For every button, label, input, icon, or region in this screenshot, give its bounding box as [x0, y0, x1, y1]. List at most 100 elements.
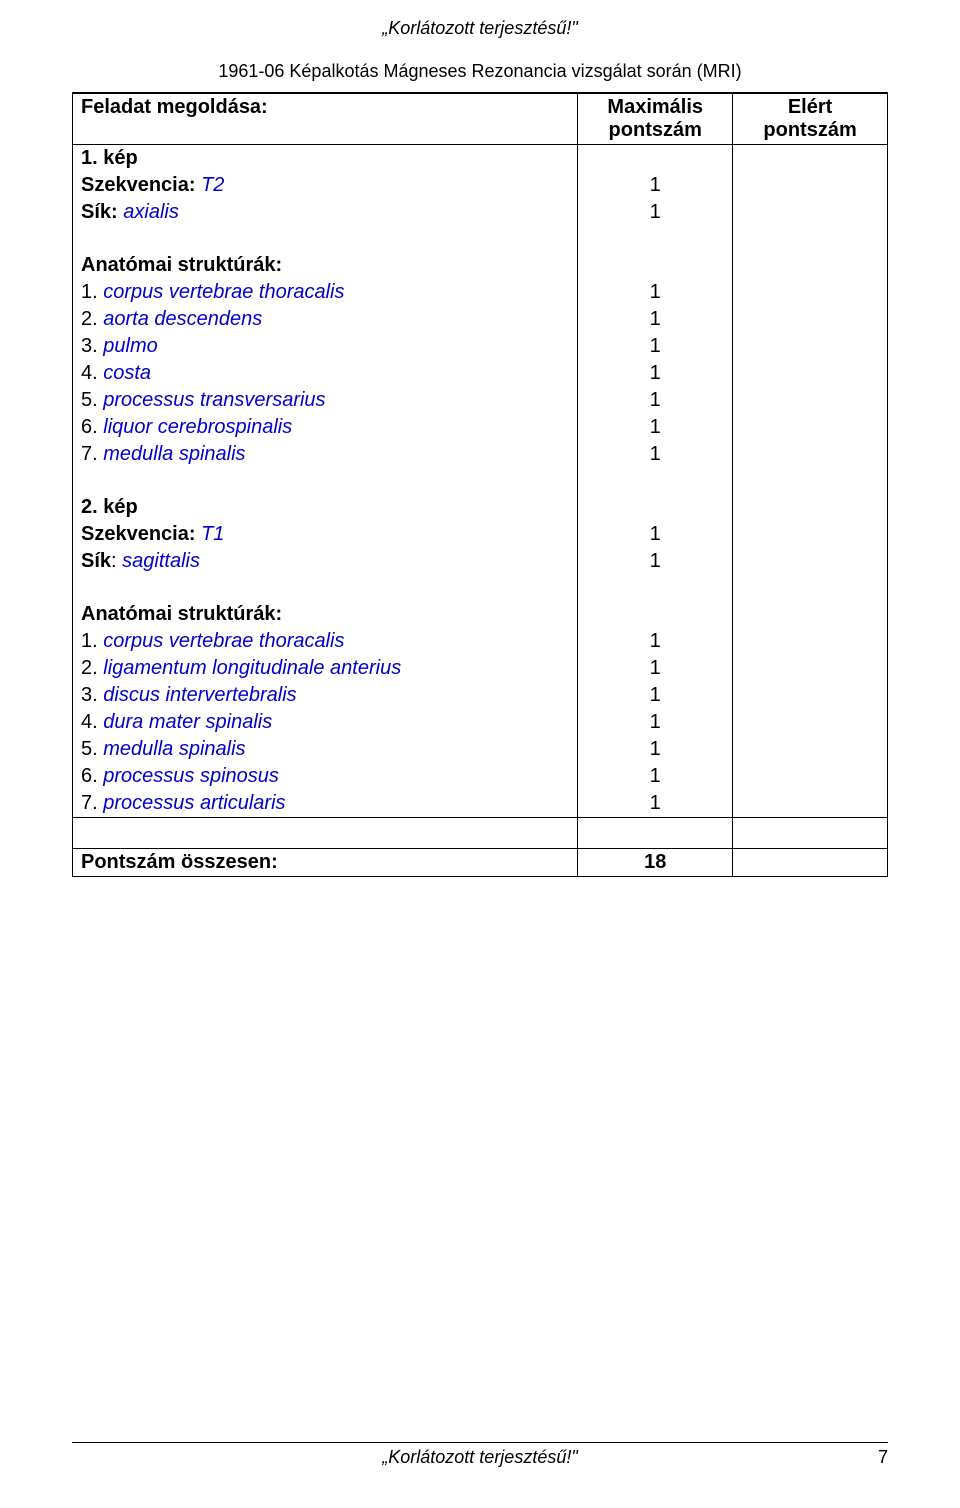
row-prefix: 5. [81, 738, 103, 760]
table-row: 2. kép [73, 494, 888, 521]
row-answer: liquor cerebrospinalis [103, 416, 292, 438]
row-label-bold: Sík [81, 550, 111, 572]
row-answer: sagittalis [122, 550, 200, 572]
row-prefix: 7. [81, 443, 103, 465]
row-answer: corpus vertebrae thoracalis [103, 630, 344, 652]
table-row: 6. processus spinosus 1 [73, 763, 888, 790]
col-header-right: Elért pontszám [733, 94, 888, 145]
row-answer: discus intervertebralis [103, 684, 296, 706]
row-answer: medulla spinalis [103, 738, 245, 760]
row-answer: corpus vertebrae thoracalis [103, 281, 344, 303]
table-row: 1. corpus vertebrae thoracalis 1 [73, 279, 888, 306]
col-header-mid: Maximális pontszám [578, 94, 733, 145]
row-score: 1 [578, 441, 733, 468]
row-score: 1 [578, 279, 733, 306]
row-score: 1 [578, 790, 733, 818]
row-prefix: 2. [81, 308, 103, 330]
row-label-bold: Szekvencia: [81, 174, 201, 196]
col-header-right-l2: pontszám [763, 119, 856, 141]
table-row: 3. discus intervertebralis 1 [73, 682, 888, 709]
total-label: Pontszám összesen: [81, 851, 278, 873]
table-row: 5. processus transversarius 1 [73, 387, 888, 414]
table-row: 7. processus articularis 1 [73, 790, 888, 818]
row-prefix: 7. [81, 792, 103, 814]
section-heading: 1. kép [81, 147, 138, 169]
row-score: 1 [578, 736, 733, 763]
row-label-plain: : [111, 550, 122, 572]
footer-page-number: 7 [878, 1447, 888, 1468]
row-prefix: 6. [81, 416, 103, 438]
col-header-mid-l2: pontszám [609, 119, 702, 141]
col-header-mid-l1: Maximális [607, 96, 703, 118]
table-row: 1. kép [73, 145, 888, 173]
header-restricted: „Korlátozott terjesztésű!" [0, 0, 960, 39]
row-answer: T2 [201, 174, 224, 196]
section-heading: Anatómai struktúrák: [81, 254, 282, 276]
row-prefix: 3. [81, 684, 103, 706]
total-value: 18 [578, 849, 733, 877]
row-answer: T1 [201, 523, 224, 545]
row-score: 1 [578, 387, 733, 414]
row-score: 1 [578, 333, 733, 360]
table-row: 7. medulla spinalis 1 [73, 441, 888, 468]
row-score: 1 [578, 682, 733, 709]
row-prefix: 1. [81, 630, 103, 652]
table-row: 6. liquor cerebrospinalis 1 [73, 414, 888, 441]
row-score: 1 [578, 172, 733, 199]
row-score: 1 [578, 360, 733, 387]
row-prefix: 2. [81, 657, 103, 679]
row-score: 1 [578, 414, 733, 441]
row-score: 1 [578, 548, 733, 575]
row-score: 1 [578, 521, 733, 548]
header-subtitle: 1961-06 Képalkotás Mágneses Rezonancia v… [0, 61, 960, 82]
table-row-gap [73, 575, 888, 601]
table-row: 4. dura mater spinalis 1 [73, 709, 888, 736]
score-table: Feladat megoldása: Maximális pontszám El… [72, 93, 888, 877]
row-answer: pulmo [103, 335, 157, 357]
row-score: 1 [578, 655, 733, 682]
row-answer: axialis [123, 201, 179, 223]
row-answer: processus transversarius [103, 389, 325, 411]
table-row: Szekvencia: T1 1 [73, 521, 888, 548]
table-row: 2. aorta descendens 1 [73, 306, 888, 333]
table-row: 1. corpus vertebrae thoracalis 1 [73, 628, 888, 655]
row-score: 1 [578, 763, 733, 790]
table-row: 4. costa 1 [73, 360, 888, 387]
table-row: Szekvencia: T2 1 [73, 172, 888, 199]
main-content: Feladat megoldása: Maximális pontszám El… [72, 93, 888, 877]
table-row: 2. ligamentum longitudinale anterius 1 [73, 655, 888, 682]
row-label-bold: Sík: [81, 201, 123, 223]
section-heading: Anatómai struktúrák: [81, 603, 282, 625]
footer-center: „Korlátozott terjesztésű!" [72, 1447, 888, 1468]
table-row: Sík: axialis 1 [73, 199, 888, 226]
row-answer: dura mater spinalis [103, 711, 272, 733]
row-prefix: 4. [81, 362, 103, 384]
row-answer: medulla spinalis [103, 443, 245, 465]
table-row: Anatómai struktúrák: [73, 252, 888, 279]
table-row: 5. medulla spinalis 1 [73, 736, 888, 763]
row-score: 1 [578, 709, 733, 736]
total-row: Pontszám összesen: 18 [73, 849, 888, 877]
table-header-row: Feladat megoldása: Maximális pontszám El… [73, 94, 888, 145]
row-prefix: 4. [81, 711, 103, 733]
row-prefix: 5. [81, 389, 103, 411]
table-row: Sík: sagittalis 1 [73, 548, 888, 575]
section-heading: 2. kép [81, 496, 138, 518]
table-row-spacer [73, 818, 888, 849]
row-answer: aorta descendens [103, 308, 262, 330]
row-prefix: 1. [81, 281, 103, 303]
row-prefix: 6. [81, 765, 103, 787]
row-score: 1 [578, 199, 733, 226]
row-answer: processus articularis [103, 792, 285, 814]
row-label-bold: Szekvencia: [81, 523, 201, 545]
col-header-right-l1: Elért [788, 96, 832, 118]
footer: „Korlátozott terjesztésű!" 7 [72, 1442, 888, 1468]
table-row: 3. pulmo 1 [73, 333, 888, 360]
table-row-gap [73, 226, 888, 252]
table-row: Anatómai struktúrák: [73, 601, 888, 628]
row-score: 1 [578, 628, 733, 655]
col-header-left: Feladat megoldása: [73, 94, 578, 145]
table-row-gap [73, 468, 888, 494]
row-prefix: 3. [81, 335, 103, 357]
row-answer: processus spinosus [103, 765, 279, 787]
